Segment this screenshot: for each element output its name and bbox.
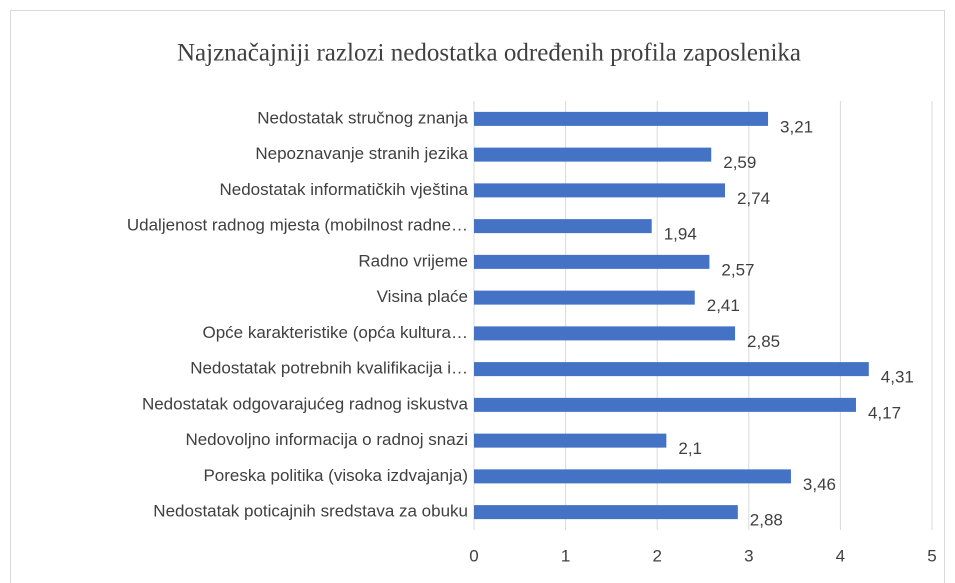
x-tick-label: 3 — [744, 546, 753, 565]
data-label: 2,59 — [723, 153, 756, 172]
data-label: 2,41 — [707, 296, 740, 315]
data-label: 2,88 — [750, 511, 783, 530]
y-tick-label: Radno vrijeme — [358, 251, 468, 270]
bar — [474, 183, 725, 198]
x-tick-label: 1 — [561, 546, 570, 565]
bar — [474, 290, 695, 305]
data-label: 3,21 — [780, 117, 813, 136]
bar — [474, 397, 856, 412]
data-label: 4,31 — [881, 368, 914, 387]
bar — [474, 219, 652, 234]
y-tick-label: Nedostatak poticajnih sredstava za obuku — [153, 502, 468, 521]
data-label: 1,94 — [664, 225, 697, 244]
data-label: 2,1 — [678, 439, 702, 458]
y-tick-label: Opće karakteristike (opća kultura… — [203, 323, 469, 342]
x-tick-label: 0 — [469, 546, 478, 565]
bar — [474, 254, 710, 269]
y-tick-label: Poreska politika (visoka izdvajanja) — [203, 466, 468, 485]
y-tick-label: Nedostatak potrebnih kvalifikacija i… — [190, 359, 468, 378]
x-tick-label: 2 — [652, 546, 661, 565]
bar — [474, 433, 667, 448]
y-tick-label: Nepoznavanje stranih jezika — [255, 144, 468, 163]
bar — [474, 147, 712, 162]
chart-title: Najznačajniji razlozi nedostatka određen… — [177, 40, 801, 67]
bar — [474, 505, 738, 520]
y-tick-label: Nedovoljno informacija o radnoj snazi — [185, 430, 468, 449]
data-label: 2,74 — [737, 189, 770, 208]
y-tick-label: Udaljenost radnog mjesta (mobilnost radn… — [127, 216, 468, 235]
bar — [474, 469, 791, 484]
bar — [474, 362, 869, 377]
y-tick-label: Nedostatak odgovarajućeg radnog iskustva — [142, 394, 469, 413]
y-tick-label: Visina plaće — [377, 287, 468, 306]
x-tick-label: 4 — [836, 546, 845, 565]
x-tick-label: 5 — [927, 546, 936, 565]
bar — [474, 111, 769, 126]
data-label: 2,57 — [721, 260, 754, 279]
bar — [474, 326, 736, 341]
data-label: 4,17 — [868, 403, 901, 422]
y-tick-label: Nedostatak stručnog znanja — [257, 108, 468, 127]
data-label: 2,85 — [747, 332, 780, 351]
y-tick-label: Nedostatak informatičkih vještina — [219, 180, 468, 199]
data-label: 3,46 — [803, 475, 836, 494]
